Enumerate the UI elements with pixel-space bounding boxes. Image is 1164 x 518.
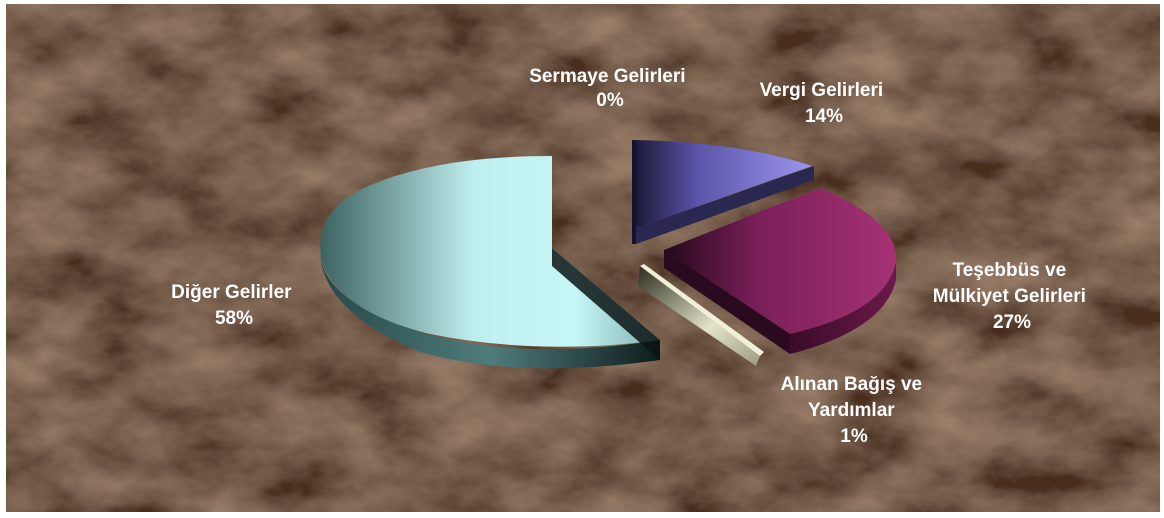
label-tesebbus-line1: Teşebbüs ve bbox=[953, 260, 1067, 281]
label-tesebbus-ve-mulkiyet-gelirleri: Teşebbüs ve Mülkiyet Gelirleri 27% bbox=[933, 260, 1091, 333]
label-alinan-line2: Yardımlar bbox=[808, 400, 895, 421]
label-tesebbus-line2: Mülkiyet Gelirleri bbox=[933, 286, 1086, 307]
slice-diger-gelirler-top bbox=[320, 156, 660, 347]
slice-vergi-gelirleri bbox=[632, 140, 814, 244]
label-sermaye-gelirleri-percent: 0% bbox=[596, 90, 624, 111]
label-diger-gelirler: Diğer Gelirler 58% bbox=[171, 282, 297, 329]
pie-slices bbox=[320, 140, 897, 369]
label-diger-percent: 58% bbox=[215, 308, 253, 329]
label-diger-line1: Diğer Gelirler bbox=[171, 282, 292, 303]
label-vergi-gelirleri-line1: Vergi Gelirleri bbox=[760, 80, 884, 101]
slice-tesebbus-ve-mulkiyet-gelirleri bbox=[664, 188, 897, 354]
slice-diger-gelirler-side bbox=[320, 250, 660, 369]
data-labels: Sermaye Gelirleri 0% Vergi Gelirleri 14%… bbox=[171, 66, 1091, 447]
label-sermaye-gelirleri: Sermaye Gelirleri 0% bbox=[529, 66, 691, 111]
label-vergi-gelirleri-percent: 14% bbox=[805, 106, 843, 127]
label-tesebbus-percent: 27% bbox=[993, 312, 1031, 333]
slice-alinan-bagis-ve-yardimlar bbox=[638, 264, 764, 366]
label-vergi-gelirleri: Vergi Gelirleri 14% bbox=[760, 80, 889, 127]
label-alinan-bagis-ve-yardimlar: Alınan Bağış ve Yardımlar 1% bbox=[781, 374, 928, 447]
slice-diger-gelirler bbox=[320, 156, 660, 369]
label-alinan-line1: Alınan Bağış ve bbox=[781, 374, 923, 395]
label-sermaye-gelirleri-line1: Sermaye Gelirleri bbox=[529, 66, 685, 87]
label-alinan-percent: 1% bbox=[840, 426, 868, 447]
